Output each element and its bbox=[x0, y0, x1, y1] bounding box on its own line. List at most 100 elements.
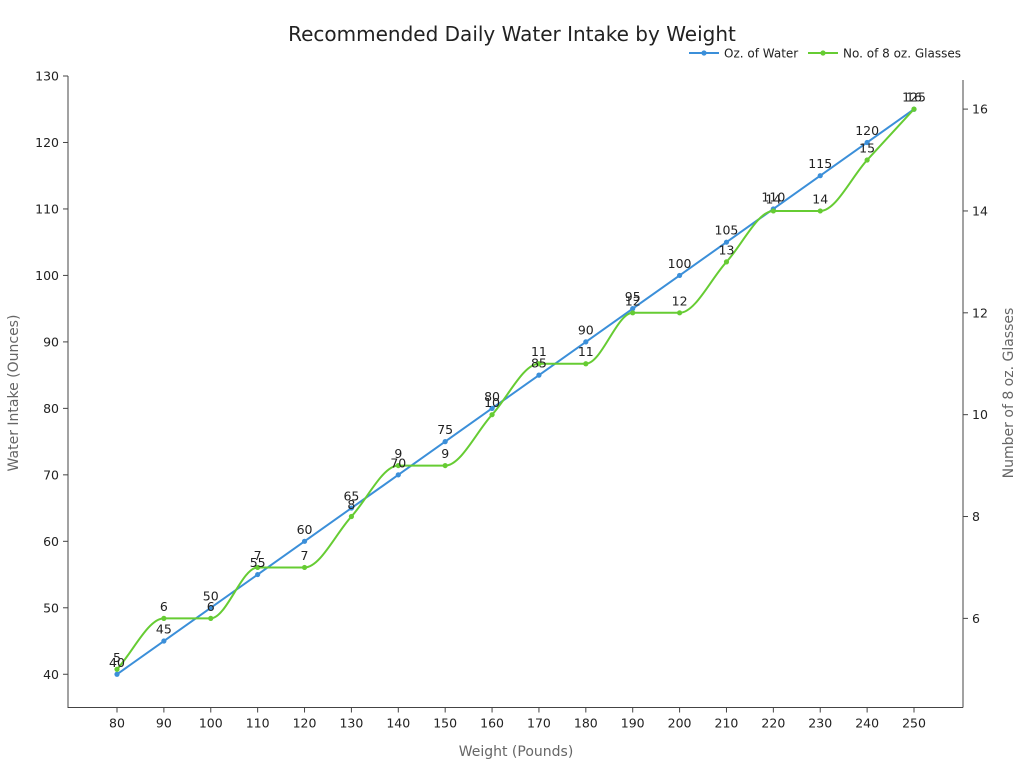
data-point-oz bbox=[630, 306, 636, 312]
data-label-oz: 110 bbox=[761, 189, 785, 204]
x-axis-ticks: 80 90 100 110 120 130 140 150 160 170 180 190 200 210… bbox=[109, 707, 926, 731]
y-axis-ticks: 40 50 60 70 80 90 100 110 120 130 bbox=[35, 69, 68, 682]
series-line-oz bbox=[116, 108, 915, 676]
data-label-oz: 105 bbox=[715, 223, 739, 238]
data-label-glasses: 8 bbox=[347, 497, 355, 512]
y2-tick-label: 8 bbox=[972, 509, 980, 524]
series-line-glasses bbox=[116, 108, 915, 670]
x-tick-label: 140 bbox=[386, 716, 410, 731]
data-label-oz: 80 bbox=[484, 389, 500, 404]
data-label-oz: 120 bbox=[855, 123, 879, 138]
data-point-oz bbox=[161, 638, 167, 644]
x-tick-label: 100 bbox=[199, 716, 223, 731]
data-point-glasses bbox=[817, 208, 823, 214]
data-point-oz bbox=[536, 372, 542, 378]
axes bbox=[67, 76, 964, 708]
x-tick-label: 130 bbox=[339, 716, 363, 731]
x-tick-label: 160 bbox=[480, 716, 504, 731]
data-label-glasses: 7 bbox=[301, 548, 309, 563]
y2-tick-label: 10 bbox=[972, 407, 988, 422]
data-point-oz bbox=[489, 405, 495, 411]
data-point-oz bbox=[255, 571, 261, 578]
data-label-glasses: 11 bbox=[531, 344, 547, 359]
y-tick-label: 130 bbox=[35, 69, 59, 84]
y2-tick-label: 12 bbox=[972, 305, 988, 320]
x-tick-label: 210 bbox=[715, 716, 739, 731]
data-point-glasses bbox=[676, 310, 683, 316]
data-point-oz bbox=[817, 173, 823, 179]
legend-label-oz: Oz. of Water bbox=[724, 47, 798, 61]
data-point-glasses bbox=[301, 564, 308, 571]
data-label-oz: 40 bbox=[109, 655, 125, 670]
data-point-glasses bbox=[536, 361, 542, 367]
data-point-oz bbox=[348, 505, 355, 511]
data-label-layer: 4045505560657075808590951001051101151201… bbox=[109, 90, 926, 670]
data-label-oz: 125 bbox=[902, 90, 926, 105]
y2-tick-label: 14 bbox=[972, 203, 988, 218]
data-point-glasses bbox=[770, 208, 776, 214]
data-label-glasses: 10 bbox=[484, 395, 500, 410]
x-tick-label: 200 bbox=[668, 716, 692, 731]
y-tick-label: 90 bbox=[43, 334, 59, 349]
data-label-glasses: 16 bbox=[906, 90, 922, 105]
y-tick-label: 50 bbox=[43, 600, 59, 615]
data-point-glasses bbox=[161, 615, 167, 621]
data-label-oz: 75 bbox=[437, 422, 453, 437]
x-tick-label: 90 bbox=[156, 716, 172, 731]
data-point-glasses bbox=[583, 361, 589, 367]
x-tick-label: 120 bbox=[293, 716, 317, 731]
data-label-oz: 55 bbox=[250, 555, 266, 570]
data-label-oz: 45 bbox=[156, 622, 172, 637]
data-label-glasses: 13 bbox=[719, 242, 735, 257]
data-point-glasses bbox=[114, 666, 120, 672]
data-label-oz: 65 bbox=[343, 489, 359, 504]
data-point-glasses bbox=[208, 615, 214, 621]
x-tick-label: 230 bbox=[808, 716, 832, 731]
data-label-oz: 90 bbox=[578, 322, 594, 337]
data-label-glasses: 12 bbox=[672, 293, 688, 308]
data-point-oz bbox=[864, 139, 870, 146]
data-label-glasses: 12 bbox=[625, 293, 641, 308]
y-axis-title: Water Intake (Ounces) bbox=[6, 315, 22, 472]
y2-axis-title: Number of 8 oz. Glasses bbox=[1001, 308, 1017, 479]
series-layer bbox=[114, 106, 917, 677]
y-tick-label: 40 bbox=[43, 667, 59, 682]
data-label-glasses: 14 bbox=[765, 191, 781, 206]
x-tick-label: 180 bbox=[574, 716, 598, 731]
data-label-glasses: 6 bbox=[160, 599, 168, 614]
x-axis-title: Weight (Pounds) bbox=[459, 744, 574, 760]
y-tick-label: 100 bbox=[35, 268, 59, 283]
data-label-glasses: 9 bbox=[394, 446, 402, 461]
data-point-oz bbox=[723, 239, 730, 245]
legend: Oz. of Water No. of 8 oz. Glasses bbox=[689, 47, 961, 61]
x-tick-label: 150 bbox=[433, 716, 457, 731]
x-tick-label: 80 bbox=[109, 716, 125, 731]
data-point-glasses bbox=[630, 310, 636, 316]
data-label-oz: 60 bbox=[297, 522, 313, 537]
data-label-glasses: 6 bbox=[207, 599, 215, 614]
y-tick-label: 120 bbox=[35, 135, 59, 150]
legend-marker-glasses bbox=[820, 50, 826, 56]
data-point-glasses bbox=[255, 564, 261, 571]
data-point-glasses bbox=[442, 462, 448, 469]
y-tick-label: 80 bbox=[43, 401, 59, 416]
data-label-oz: 95 bbox=[625, 289, 641, 304]
data-label-glasses: 11 bbox=[578, 344, 594, 359]
data-point-glasses bbox=[395, 462, 401, 469]
y2-axis-ticks: 6 8 10 12 14 16 bbox=[963, 102, 988, 626]
data-label-oz: 50 bbox=[203, 588, 219, 603]
chart-title: Recommended Daily Water Intake by Weight bbox=[288, 22, 736, 46]
y-tick-label: 70 bbox=[43, 467, 59, 482]
x-tick-label: 110 bbox=[246, 716, 270, 731]
data-point-oz bbox=[442, 439, 448, 445]
data-label-glasses: 7 bbox=[254, 548, 262, 563]
x-tick-label: 220 bbox=[761, 716, 785, 731]
data-point-oz bbox=[583, 339, 589, 345]
data-point-oz bbox=[208, 605, 214, 611]
data-label-oz: 70 bbox=[390, 455, 406, 470]
left-axis-line bbox=[67, 76, 963, 708]
data-label-glasses: 9 bbox=[441, 446, 449, 461]
data-label-oz: 100 bbox=[668, 256, 692, 271]
y2-tick-label: 16 bbox=[972, 102, 988, 117]
